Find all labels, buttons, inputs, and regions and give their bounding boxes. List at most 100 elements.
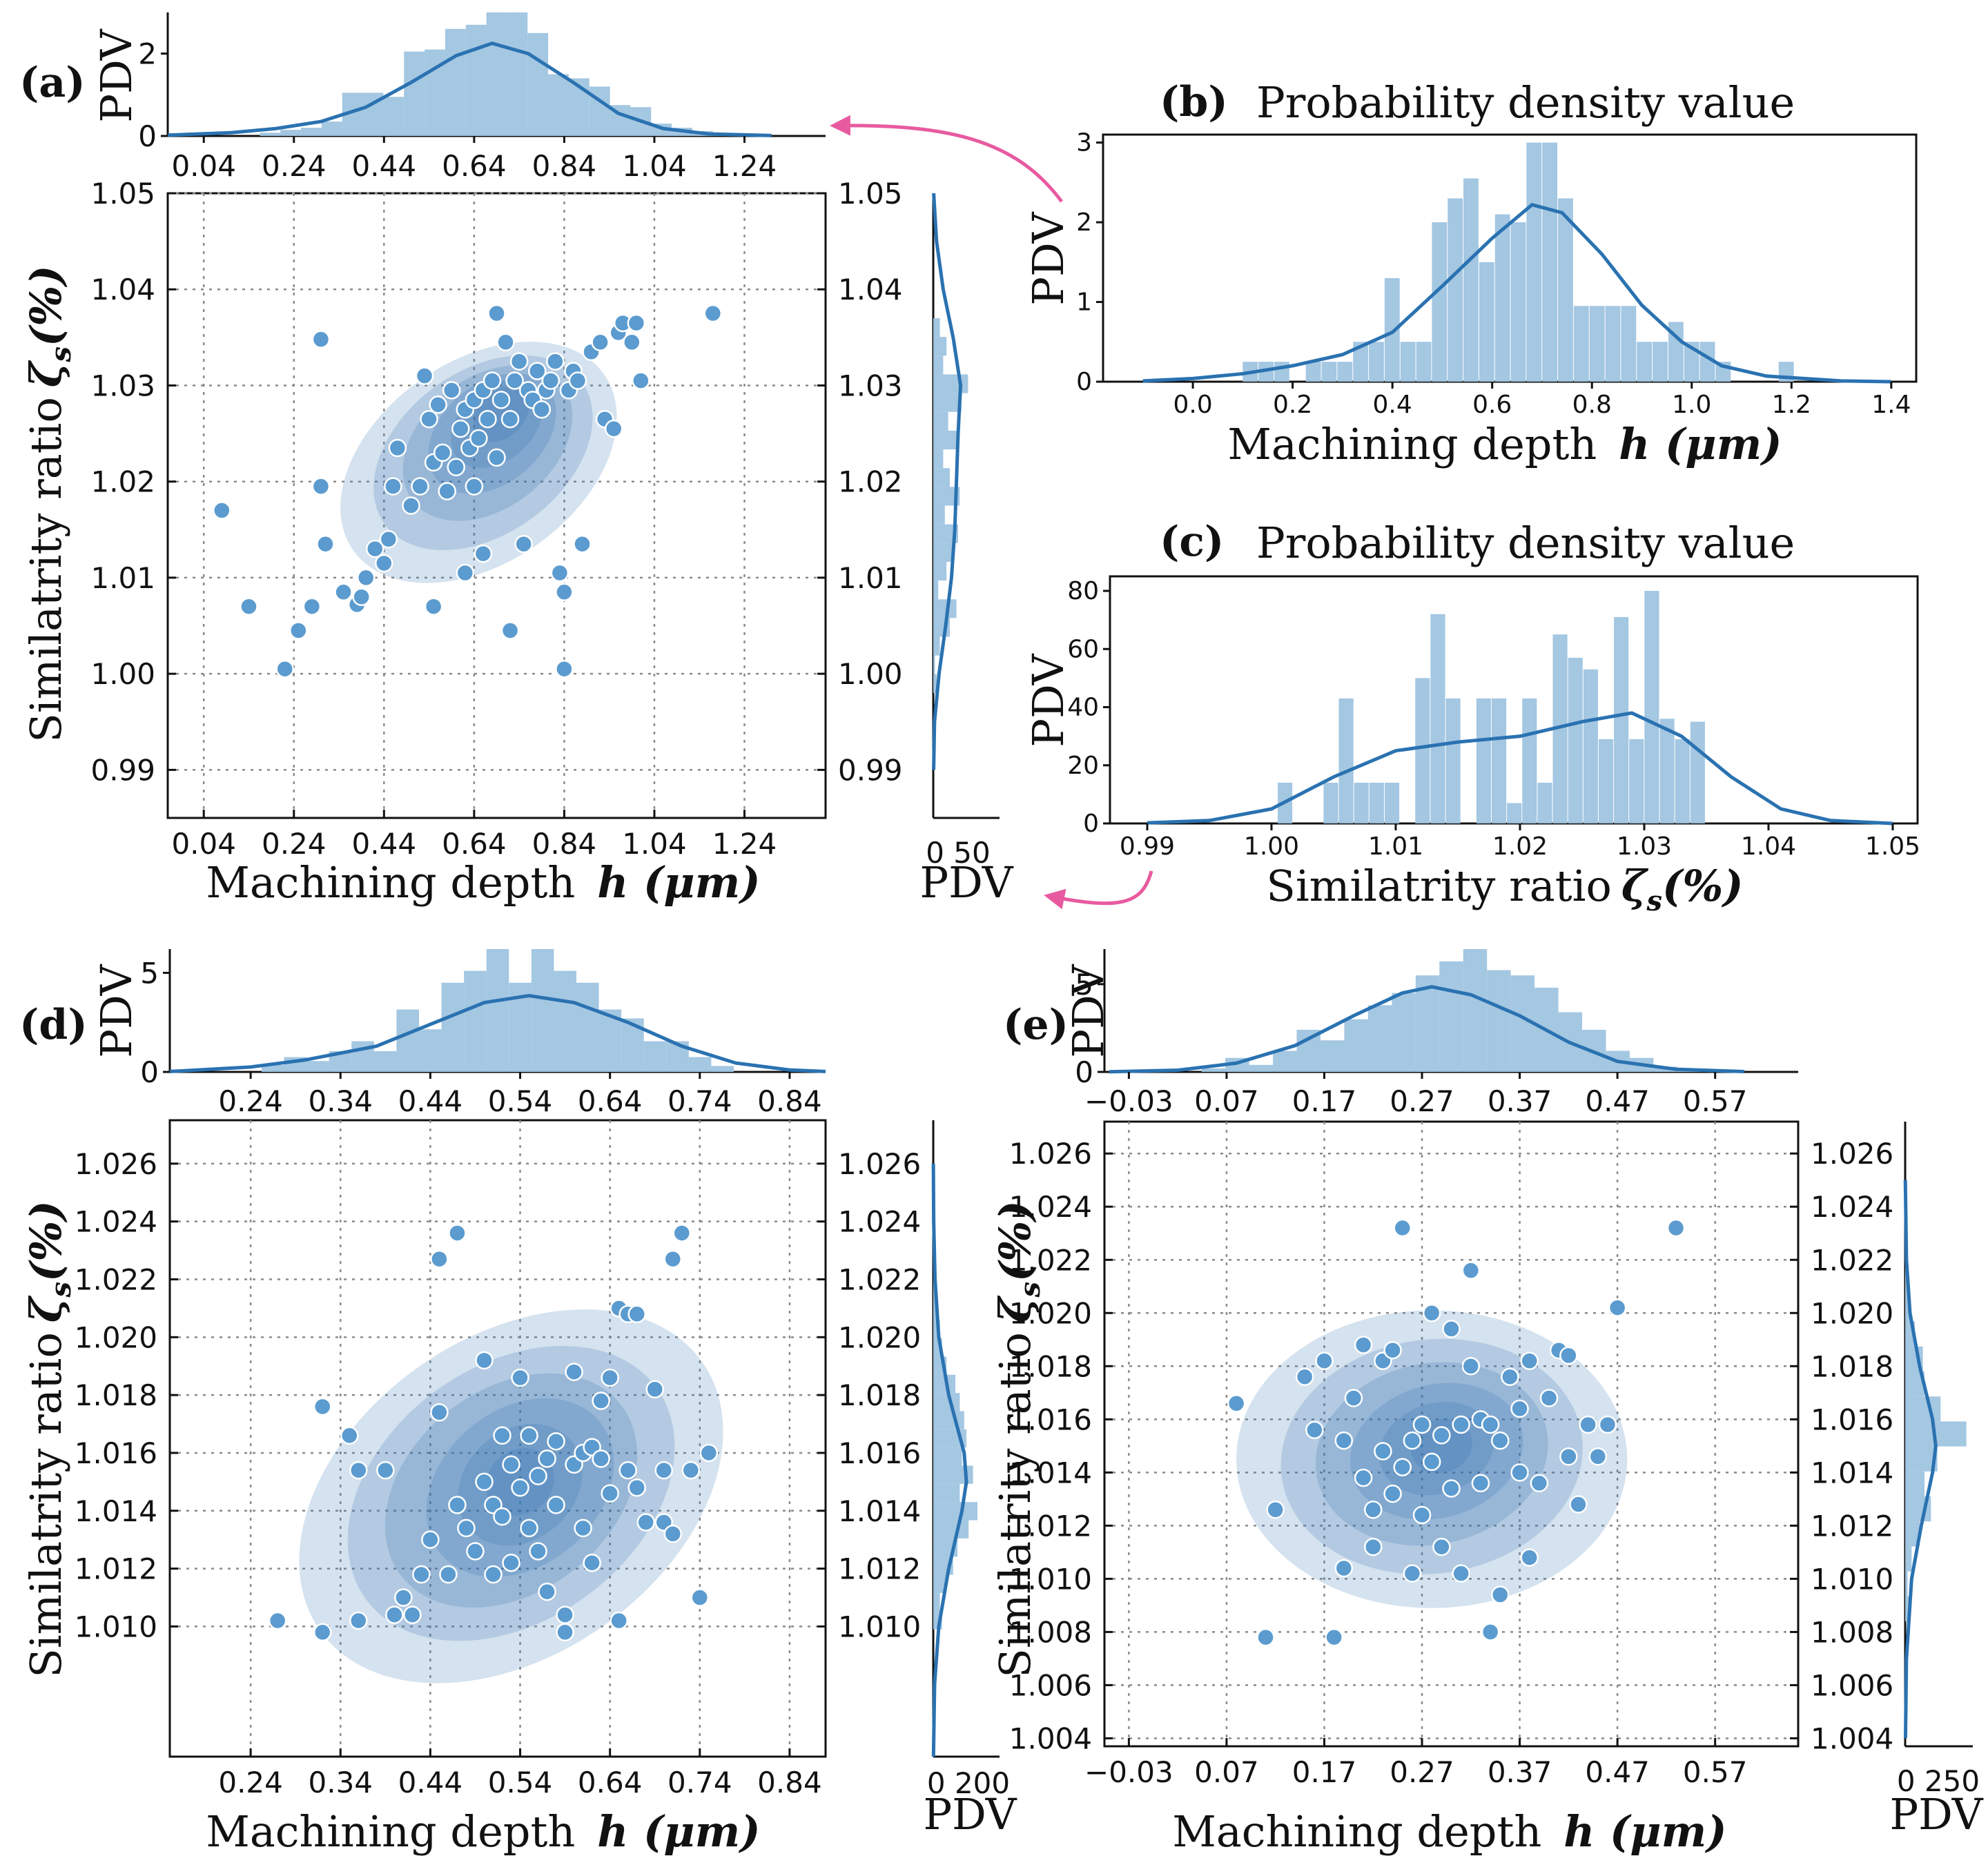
- x-tick-label: 0.04: [171, 827, 236, 861]
- panel-d-top-xtick-labels: 0.24 0.34 0.44 0.54 0.64 0.74 0.84: [218, 1072, 822, 1118]
- histogram-bar: [260, 133, 281, 136]
- x-tick-label: 1.24: [712, 827, 777, 861]
- y-tick-label: 3: [1076, 129, 1092, 157]
- histogram-bar: [1690, 721, 1705, 823]
- y-tick-label: 0.99: [90, 753, 155, 787]
- data-point: [412, 1565, 431, 1584]
- data-point: [509, 352, 529, 371]
- x-tick-label: 0.74: [667, 1766, 732, 1799]
- histogram-bar: [1338, 698, 1354, 823]
- data-point: [429, 396, 447, 414]
- y-tick-label: 1.022: [1009, 1243, 1092, 1277]
- panel-e-top-margin-ticks: 05: [1075, 968, 1104, 1089]
- histogram-bar: [933, 655, 935, 674]
- data-point: [556, 1623, 574, 1642]
- panel-a-top-margin-ticks: 02: [138, 37, 168, 153]
- data-point: [1452, 1564, 1470, 1583]
- panel-a-right-margin: 0 50 PDV: [919, 193, 1014, 908]
- data-point: [475, 1351, 494, 1370]
- panel-d-y-histogram: [933, 1247, 977, 1630]
- y-tick-label: 1.02: [838, 465, 903, 499]
- data-point: [1374, 1442, 1392, 1461]
- panel-d-right-pdv-label: PDV: [923, 1789, 1017, 1839]
- histogram-bar: [933, 505, 945, 525]
- data-point: [610, 1611, 628, 1630]
- data-point: [448, 1496, 467, 1514]
- histogram-bar: [933, 318, 940, 338]
- x-tick-label: 0.57: [1683, 1084, 1748, 1118]
- data-point: [402, 496, 420, 515]
- histogram-bar: [1644, 591, 1659, 823]
- data-point: [618, 1461, 637, 1480]
- panel-e-xtick-labels: −0.03 0.07 0.17 0.27 0.37 0.47 0.57: [1084, 1738, 1747, 1789]
- data-point: [546, 352, 565, 371]
- panel-e-right-margin: 0 250 PDV: [1889, 1122, 1984, 1839]
- panel-d-scatter: [268, 1224, 719, 1642]
- histogram-bar: [933, 674, 937, 693]
- histogram-bar: [419, 1029, 442, 1072]
- y-tick-label: 1.010: [75, 1610, 157, 1643]
- y-tick-label: 1.05: [838, 177, 903, 211]
- x-tick-label: 0.54: [488, 1766, 553, 1799]
- histogram-bar: [933, 393, 962, 412]
- kde-curve: [932, 193, 963, 770]
- x-tick-label: 0.04: [171, 149, 236, 183]
- data-point: [1364, 1537, 1383, 1556]
- y-tick-label: 1.018: [838, 1378, 921, 1412]
- histogram-bar: [1629, 739, 1644, 823]
- y-tick-label: 1.010: [1009, 1562, 1092, 1596]
- data-point: [538, 1582, 556, 1601]
- histogram-bar: [383, 97, 405, 136]
- panel-c-plot-area: [1109, 575, 1919, 825]
- histogram-bar: [1463, 178, 1479, 382]
- panel-a-ylabel: Similatrity ratioζs(%): [21, 265, 77, 742]
- data-point: [627, 1305, 646, 1324]
- data-point: [415, 367, 434, 385]
- y-tick-label: 1.022: [1811, 1243, 1893, 1277]
- panel-d-y-kde: [931, 1163, 968, 1757]
- histogram-bar: [1353, 342, 1369, 382]
- data-point: [1344, 1389, 1363, 1407]
- data-point: [1461, 1357, 1481, 1376]
- y-tick-label: 1.03: [838, 369, 903, 402]
- x-tick-label: 0.8: [1572, 391, 1612, 419]
- y-tick-label: 1.014: [1811, 1456, 1893, 1490]
- histogram-bar: [1415, 678, 1430, 823]
- data-point: [627, 313, 646, 333]
- x-tick-label: 1.01: [1368, 832, 1423, 861]
- data-point: [451, 419, 470, 438]
- panel-a-xlabel: Machining depth h (μm): [206, 857, 760, 908]
- data-point: [352, 587, 371, 607]
- y-tick-label: 1.014: [1009, 1456, 1092, 1490]
- panel-e-top-xtick-labels: −0.03 0.07 0.17 0.27 0.37 0.47 0.57: [1084, 1072, 1747, 1118]
- histogram-bar: [1448, 198, 1463, 382]
- histogram-bar: [1675, 739, 1690, 823]
- x-tick-label: 0.47: [1585, 1755, 1650, 1789]
- histogram-bar: [1415, 975, 1440, 1072]
- histogram-bar: [933, 337, 947, 356]
- histogram-bar: [1522, 698, 1537, 823]
- x-tick-label: 1.03: [1617, 832, 1672, 861]
- x-tick-label: 1.02: [1492, 832, 1548, 861]
- histogram-bar: [527, 32, 549, 137]
- y-tick-label: 1.016: [75, 1436, 157, 1470]
- histogram-bar: [1905, 1546, 1912, 1572]
- histogram-bar: [933, 636, 940, 656]
- x-tick-label: 0.84: [532, 149, 597, 183]
- data-point: [1364, 1501, 1383, 1519]
- panel-b-ytick-labels: 0 1 2 3: [1076, 129, 1103, 396]
- data-point: [1481, 1415, 1500, 1434]
- data-point: [1598, 1415, 1617, 1434]
- data-point: [456, 563, 475, 583]
- histogram-bar: [1416, 342, 1432, 382]
- histogram-bar: [1432, 222, 1448, 382]
- y-tick-label: 1.026: [838, 1147, 921, 1181]
- data-point: [366, 539, 384, 558]
- y-tick-label: 2: [1076, 208, 1092, 237]
- histogram-bar: [1537, 783, 1552, 823]
- histogram-bar: [1573, 306, 1589, 382]
- histogram-bar: [1367, 1005, 1392, 1072]
- data-point: [478, 409, 497, 429]
- x-tick-label: 0.6: [1472, 391, 1512, 419]
- histogram-bar: [531, 949, 554, 1072]
